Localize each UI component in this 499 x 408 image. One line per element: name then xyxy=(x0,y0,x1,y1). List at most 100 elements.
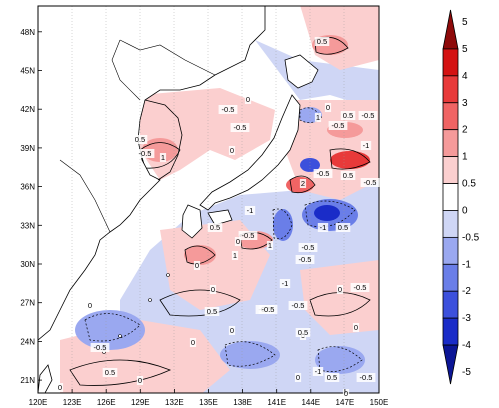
contour-label: -1 xyxy=(247,206,254,215)
x-tick-label: 138E xyxy=(233,398,252,407)
contour-label: -0.5 xyxy=(354,283,367,292)
y-axis: 21N 24N 27N 30N 33N 36N 39N 42N 45N 48N xyxy=(20,28,42,385)
contour-label-bg xyxy=(360,178,380,187)
y-tick-label: 21N xyxy=(20,376,35,385)
colorbar-swatch xyxy=(442,236,459,265)
contour-label: 0 xyxy=(344,389,348,398)
y-tick-label: 45N xyxy=(20,67,35,76)
contour-label: -1 xyxy=(315,367,322,376)
x-tick-label: 126E xyxy=(97,398,116,407)
contour-label-bg xyxy=(204,307,220,316)
colorbar-label: 0.5 xyxy=(462,179,476,190)
contour-label-bg xyxy=(312,367,324,376)
contour-label-bg xyxy=(244,95,252,104)
contour-label-bg xyxy=(135,149,155,158)
contour-label-bg xyxy=(350,283,370,292)
y-tick-label: 27N xyxy=(20,299,35,308)
colorbar-label: -1 xyxy=(462,259,471,270)
y-tick-label: 39N xyxy=(20,144,35,153)
contour-label-bg xyxy=(295,255,315,264)
x-tick-label: 141E xyxy=(267,398,286,407)
contour-label-bg xyxy=(356,373,376,382)
colorbar-swatch xyxy=(442,210,459,238)
x-tick-label: 132E xyxy=(165,398,184,407)
contour-label: 2 xyxy=(301,179,305,188)
japan-honshu xyxy=(199,94,301,211)
y-tick-label: 33N xyxy=(20,221,35,230)
contour-label-bg xyxy=(324,373,340,382)
contour-label-bg xyxy=(218,105,238,114)
contour-label: 1 xyxy=(233,251,237,260)
x-tick-label: 129E xyxy=(131,398,150,407)
contour-label-bg xyxy=(231,251,239,260)
colorbar-label: -5 xyxy=(462,367,471,378)
contour-label: -0.5 xyxy=(242,231,255,240)
colorbar-label: 3 xyxy=(462,98,468,109)
country-borders xyxy=(59,39,216,233)
x-tick-label: 147E xyxy=(336,398,355,407)
contour-label-bg xyxy=(266,241,274,250)
colorbar-label: 2 xyxy=(462,125,468,136)
contour-label-bg xyxy=(314,37,330,46)
colorbar-swatch xyxy=(442,75,459,104)
contour-label: -0.5 xyxy=(139,149,152,158)
x-tick-label: 144E xyxy=(301,398,320,407)
contour-label: 1 xyxy=(316,113,320,122)
contour-label: 0 xyxy=(191,338,195,347)
field-blue-2 xyxy=(314,205,340,221)
japan-shikoku xyxy=(207,209,233,226)
colorbar-label: -0.5 xyxy=(462,232,480,243)
contour-label-bg xyxy=(294,373,302,382)
contour-label-bg xyxy=(189,338,197,347)
colorbar-swatch xyxy=(442,102,459,131)
contour-label: 0.5 xyxy=(135,135,145,144)
contour-label: 0 xyxy=(138,376,142,385)
field-blue-5 xyxy=(75,310,145,350)
contour-label: 0 xyxy=(326,103,330,112)
colorbar-label: -4 xyxy=(462,340,471,351)
landmass xyxy=(37,5,319,394)
y-tick-label: 24N xyxy=(20,337,35,346)
colorbar-label: 5 xyxy=(462,44,468,55)
x-tick-label: 120E xyxy=(29,398,48,407)
contour-label-bg xyxy=(207,223,223,232)
field-pink-5 xyxy=(300,260,379,335)
contour-label: 0.5 xyxy=(298,328,308,337)
contour-lines-negative xyxy=(84,107,363,372)
contour-label-bg xyxy=(324,103,332,112)
contour-label: -0.5 xyxy=(364,178,377,187)
y-tick-label: 42N xyxy=(20,105,35,114)
colorbar-swatch xyxy=(442,263,459,292)
contour-label-bg xyxy=(159,153,167,162)
contour-label-bg xyxy=(328,121,348,130)
contour-label: -0.5 xyxy=(292,301,305,310)
shaded-field xyxy=(60,6,379,393)
field-red-4 xyxy=(330,151,370,169)
contour-label-bg xyxy=(288,301,308,310)
contour-label: -0.5 xyxy=(362,111,375,120)
contour-label: 1 xyxy=(161,153,165,162)
colorbar-swatch xyxy=(442,129,459,158)
y-tick-label: 36N xyxy=(20,183,35,192)
contour-label-bg xyxy=(244,206,256,215)
y-tick-label: 30N xyxy=(20,260,35,269)
contour-label: 0 xyxy=(230,326,234,335)
colorbar-label: -3 xyxy=(462,313,471,324)
contour-label-bg xyxy=(295,328,311,337)
contour-label: 0 xyxy=(236,237,240,246)
contour-label: 0 xyxy=(338,285,342,294)
colorbar-label: 0 xyxy=(462,205,468,216)
contour-label: -0.5 xyxy=(262,305,275,314)
contour-label: 0 xyxy=(296,373,300,382)
contour-label-bg xyxy=(340,171,356,180)
contour-label-bg xyxy=(193,261,201,270)
contour-label: 0 xyxy=(211,285,215,294)
contour-label: 0.5 xyxy=(207,307,217,316)
contour-label: -0.5 xyxy=(302,243,315,252)
contour-label-bg xyxy=(238,231,258,240)
contour-label-bg xyxy=(313,169,333,178)
y-tick-label: 48N xyxy=(20,28,35,37)
contour-label: 0.5 xyxy=(343,171,353,180)
contour-label-bg xyxy=(234,237,242,246)
contour-label-bg xyxy=(228,326,236,335)
